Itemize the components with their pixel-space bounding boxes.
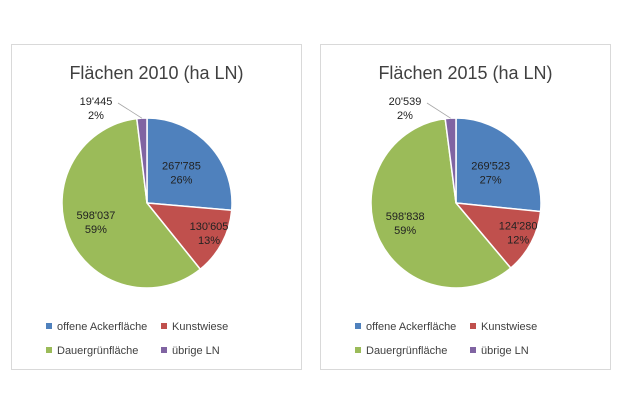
data-label-value: 19'445 xyxy=(80,96,113,108)
pie-slice-kunstwiese xyxy=(454,202,542,270)
legend-label: offene Ackerfläche xyxy=(366,321,457,333)
pie-chart-2015: 269'523 27% 124'280 12% 598'838 59% 20'539 2% xyxy=(370,96,542,289)
pie-slice-kunstwiese xyxy=(145,202,233,271)
pie-slice-offene-ackerflaeche xyxy=(455,117,542,213)
pie-slice-offene-ackerflaeche xyxy=(146,117,233,212)
legend-item-uebrige-ln: übrige LN xyxy=(470,345,529,357)
data-label-value: 267'785 xyxy=(162,160,201,172)
legend-item-dauergruenflaeche: Dauergrünfläche xyxy=(355,345,447,357)
legend-item-kunstwiese: Kunstwiese xyxy=(161,321,228,333)
data-label-percent: 2% xyxy=(397,110,413,122)
legend-item-offene-ackerflaeche: offene Ackerfläche xyxy=(355,321,456,333)
legend-swatch xyxy=(46,347,52,354)
data-label-value: 124'280 xyxy=(499,221,538,233)
legend-swatch xyxy=(470,323,476,330)
legend-swatch xyxy=(46,323,52,330)
chart-title: Flächen 2010 (ha LN) xyxy=(69,63,244,83)
pie-slice-dauergruenflaeche xyxy=(61,117,202,289)
data-label-percent: 13% xyxy=(198,235,220,247)
data-label-percent: 59% xyxy=(85,224,107,236)
leader-line xyxy=(426,102,451,119)
data-label-percent: 59% xyxy=(394,225,416,237)
legend-label: übrige LN xyxy=(481,345,529,357)
legend-label: Kunstwiese xyxy=(172,321,229,333)
data-label-percent: 27% xyxy=(480,175,502,187)
legend-swatch xyxy=(355,347,361,354)
pie-slice-dauergruenflaeche xyxy=(370,117,512,289)
pie-chart-2010: 267'785 26% 130'605 13% 598'037 59% 19'445 2% xyxy=(61,96,233,289)
data-label-percent: 2% xyxy=(88,110,104,122)
legend-item-offene-ackerflaeche: offene Ackerfläche xyxy=(46,321,147,333)
data-label-percent: 12% xyxy=(507,235,529,247)
legend-item-uebrige-ln: übrige LN xyxy=(161,345,220,357)
legend-swatch xyxy=(355,323,361,330)
legend-label: offene Ackerfläche xyxy=(57,321,148,333)
legend-label: Kunstwiese xyxy=(481,321,538,333)
data-label-value: 598'838 xyxy=(386,211,425,223)
pie-slice-uebrige-ln xyxy=(444,117,457,204)
legend-label: übrige LN xyxy=(172,345,220,357)
chart-2010: Flächen 2010 (ha LN) 267'785 26% 130'605 13… xyxy=(11,44,302,370)
legend-swatch xyxy=(161,347,167,354)
pie-slice-uebrige-ln xyxy=(135,117,148,204)
legend-item-dauergruenflaeche: Dauergrünfläche xyxy=(46,345,138,357)
legend-label: Dauergrünfläche xyxy=(366,345,448,357)
data-label-value: 598'037 xyxy=(77,210,116,222)
legend-label: Dauergrünfläche xyxy=(57,345,139,357)
data-label-value: 130'605 xyxy=(190,221,229,233)
data-label-value: 20'539 xyxy=(389,96,422,108)
data-label-value: 269'523 xyxy=(471,161,510,173)
leader-line xyxy=(117,102,143,119)
legend-swatch xyxy=(470,347,476,354)
legend-item-kunstwiese: Kunstwiese xyxy=(470,321,537,333)
chart-title: Flächen 2015 (ha LN) xyxy=(378,63,553,83)
legend-swatch xyxy=(161,323,167,330)
chart-2015: Flächen 2015 (ha LN) 269'523 27% 124'280 12… xyxy=(320,44,611,370)
data-label-percent: 26% xyxy=(170,174,192,186)
